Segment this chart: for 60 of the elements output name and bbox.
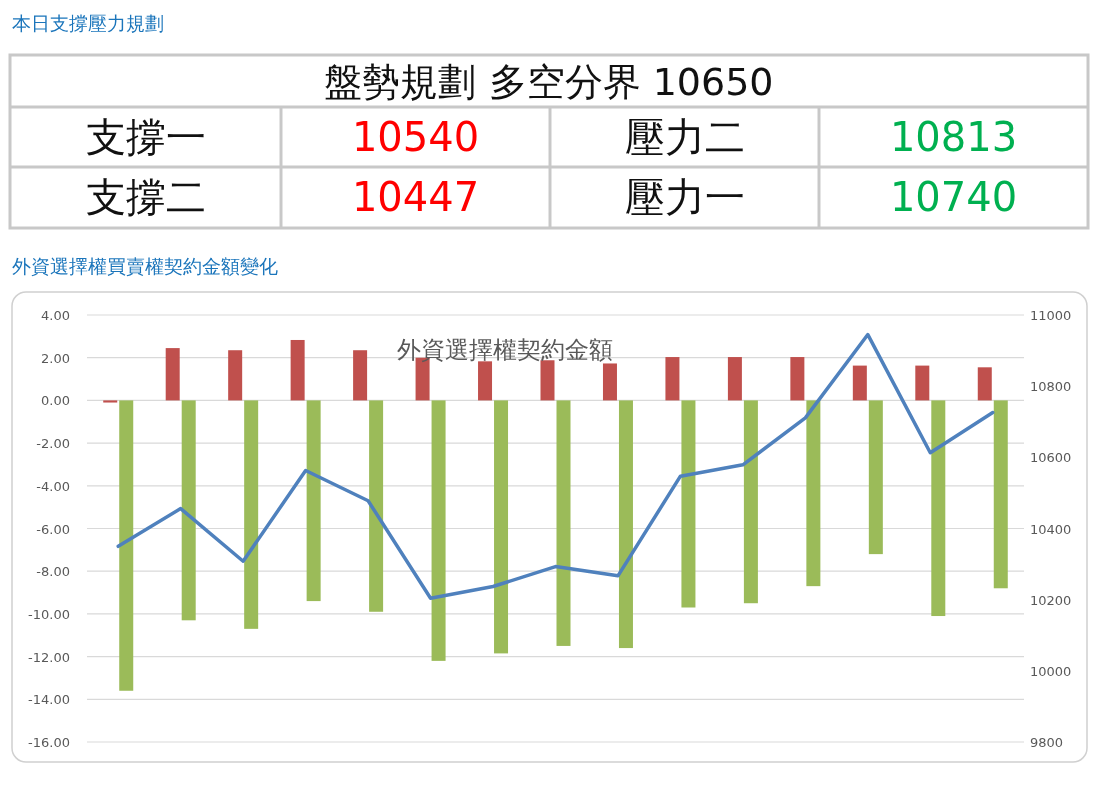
text: 盤勢規劃 多空分界 10650 [324, 60, 774, 104]
bar [852, 365, 867, 401]
text: 支撐二 [85, 174, 206, 220]
bar [602, 363, 617, 401]
y-tick-label: 4.00 [41, 308, 70, 323]
y2-tick-label: 10400 [1030, 521, 1072, 537]
bar [478, 361, 493, 401]
y-tick-label: -12.00 [28, 649, 70, 665]
bar [806, 400, 821, 587]
bar [228, 350, 243, 401]
y-tick-label: -16.00 [28, 735, 70, 750]
y-tick-label: 0.00 [41, 393, 70, 409]
bar [103, 400, 118, 403]
bar [556, 400, 571, 646]
text: 外資選擇權契約金額 [397, 336, 613, 364]
bar [369, 400, 384, 612]
y2-tick-label: 10200 [1030, 592, 1072, 608]
y-tick-label: -6.00 [36, 521, 70, 537]
text: 10740 [889, 174, 1018, 220]
y2-tick-label: 11000 [1030, 308, 1072, 323]
bar [618, 400, 633, 649]
text: 本日支撐壓力規劃 [12, 12, 164, 34]
text: 10540 [351, 114, 480, 160]
bar [743, 400, 758, 604]
y2-tick-label: 9800 [1030, 735, 1064, 750]
bar [353, 350, 368, 401]
y-tick-label: 2.00 [41, 350, 70, 366]
bar [431, 400, 446, 661]
y2-tick-label: 10600 [1030, 450, 1072, 466]
bar [290, 339, 305, 401]
bar [790, 357, 805, 401]
y-tick-label: -14.00 [28, 692, 70, 708]
bar [494, 400, 509, 654]
bar [181, 400, 196, 621]
text: 支撐一 [85, 114, 206, 160]
bar [165, 348, 180, 401]
text: 壓力一 [624, 174, 745, 220]
bar [681, 400, 696, 608]
chart-title: 外資選擇權買賣權契約金額變化 [12, 255, 278, 277]
bar [306, 400, 321, 602]
text: 10813 [889, 114, 1018, 160]
text: 壓力二 [624, 114, 745, 160]
line-series [116, 332, 995, 600]
y-tick-label: -10.00 [28, 606, 70, 622]
bar [931, 400, 946, 617]
bar [665, 357, 680, 401]
bar [868, 400, 883, 555]
y-tick-label: -4.00 [36, 478, 70, 494]
bar [540, 360, 555, 401]
y2-tick-label: 10800 [1030, 379, 1072, 395]
y2-tick-label: 10000 [1030, 663, 1072, 679]
bar [727, 357, 742, 401]
y-tick-label: -8.00 [36, 564, 70, 580]
bar [119, 400, 134, 691]
y-tick-label: -2.00 [36, 436, 70, 452]
bar [993, 400, 1008, 589]
bar [915, 365, 930, 401]
bar [977, 367, 992, 401]
text: 10447 [351, 174, 480, 220]
bar [244, 400, 259, 629]
